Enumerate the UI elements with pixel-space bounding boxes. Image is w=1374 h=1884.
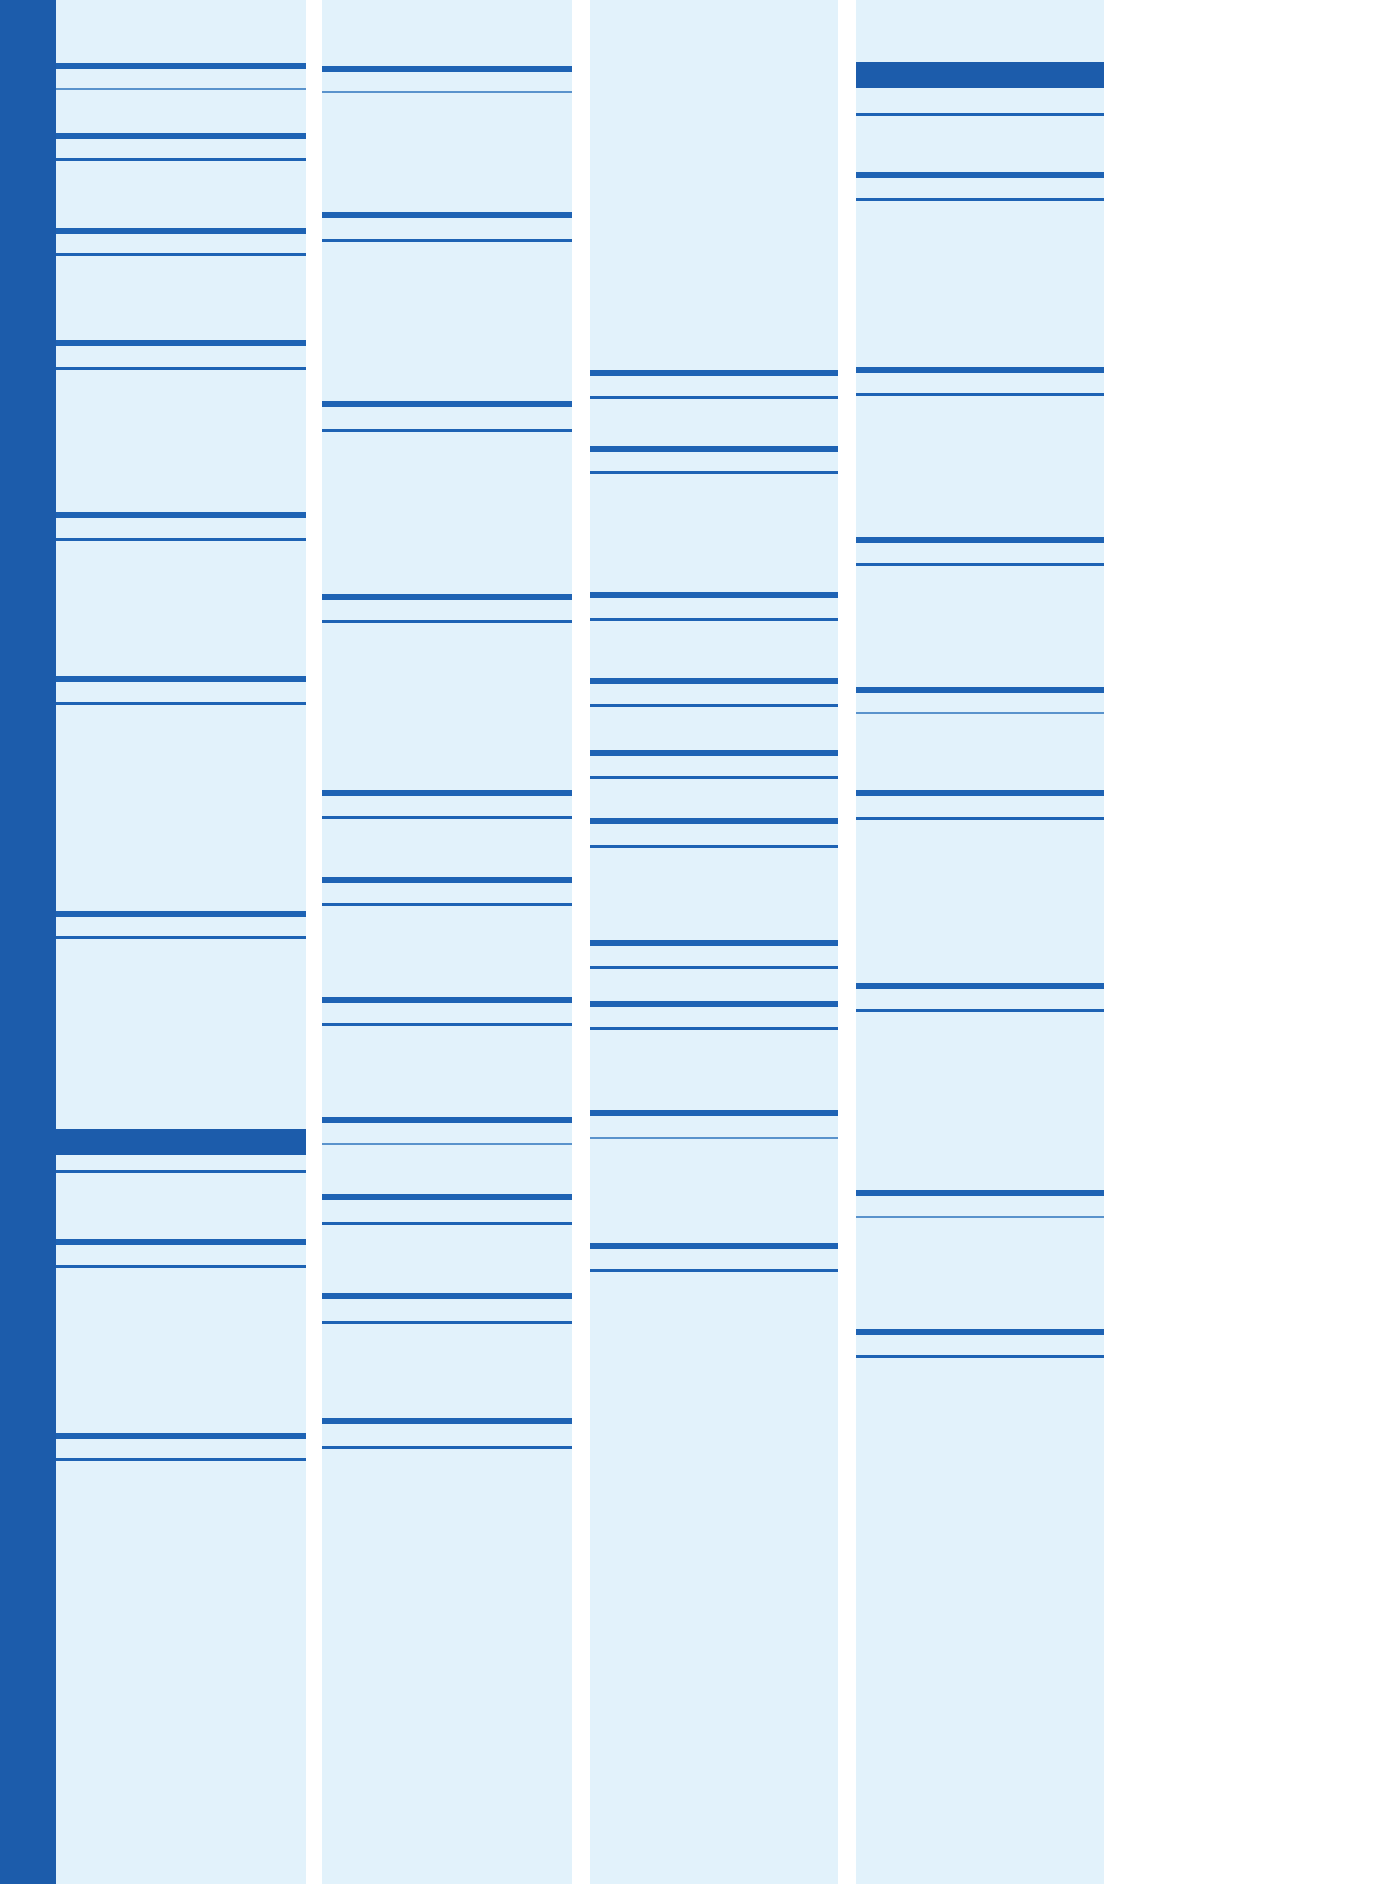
entry-divider: [856, 172, 1104, 178]
entry-divider: [322, 1321, 572, 1324]
entry-divider: [856, 393, 1104, 396]
entry-divider: [56, 676, 306, 682]
entry-divider: [322, 903, 572, 906]
entry-divider: [56, 133, 306, 139]
entry-divider: [590, 678, 838, 684]
entry-divider: [56, 367, 306, 370]
entry-divider: [322, 1418, 572, 1424]
entry-divider: [856, 983, 1104, 989]
entry-divider: [856, 1216, 1104, 1218]
column-3: [590, 0, 838, 1884]
left-accent-bar: [0, 0, 56, 1884]
entry-divider: [856, 563, 1104, 566]
section-heading-bar: [856, 62, 1104, 88]
entry-divider: [322, 997, 572, 1003]
entry-divider: [856, 537, 1104, 543]
entry-divider: [322, 594, 572, 600]
entry-divider: [56, 538, 306, 541]
entry-divider: [56, 1458, 306, 1461]
entry-divider: [590, 1269, 838, 1272]
entry-divider: [856, 1009, 1104, 1012]
entry-divider: [590, 396, 838, 399]
entry-divider: [322, 1293, 572, 1299]
entry-divider: [856, 367, 1104, 373]
section-heading-bar: [56, 1129, 306, 1155]
entry-divider: [56, 158, 306, 161]
entry-divider: [590, 1137, 838, 1139]
entry-divider: [590, 818, 838, 824]
entry-divider: [590, 966, 838, 969]
entry-divider: [322, 66, 572, 72]
entry-divider: [322, 877, 572, 883]
entry-divider: [56, 63, 306, 69]
entry-divider: [590, 704, 838, 707]
entry-divider: [856, 687, 1104, 693]
entry-divider: [56, 702, 306, 705]
column-2: [322, 0, 572, 1884]
entry-divider: [56, 340, 306, 346]
entry-divider: [56, 1170, 306, 1173]
entry-divider: [856, 1355, 1104, 1358]
entry-divider: [856, 1190, 1104, 1196]
entry-divider: [590, 1110, 838, 1116]
entry-divider: [322, 429, 572, 432]
entry-divider: [590, 446, 838, 452]
entry-divider: [56, 1239, 306, 1245]
entry-divider: [590, 845, 838, 848]
entry-divider: [322, 1194, 572, 1200]
entry-divider: [856, 790, 1104, 796]
entry-divider: [56, 911, 306, 917]
entry-divider: [590, 618, 838, 621]
entry-divider: [590, 1027, 838, 1030]
entry-divider: [590, 370, 838, 376]
entry-divider: [590, 1243, 838, 1249]
entry-divider: [56, 1433, 306, 1439]
entry-divider: [322, 1222, 572, 1225]
entry-divider: [322, 401, 572, 407]
column-1: [56, 0, 306, 1884]
entry-divider: [56, 88, 306, 90]
entry-divider: [856, 198, 1104, 201]
entry-divider: [322, 1023, 572, 1026]
entry-divider: [856, 712, 1104, 714]
entry-divider: [856, 113, 1104, 116]
entry-divider: [322, 239, 572, 242]
entry-divider: [56, 253, 306, 256]
entry-divider: [322, 790, 572, 796]
entry-divider: [322, 1117, 572, 1123]
entry-divider: [590, 1001, 838, 1007]
entry-divider: [590, 940, 838, 946]
column-4: [856, 0, 1104, 1884]
entry-divider: [56, 1265, 306, 1268]
entry-divider: [856, 817, 1104, 820]
entry-divider: [322, 1446, 572, 1449]
entry-divider: [322, 91, 572, 93]
entry-divider: [322, 1143, 572, 1145]
entry-divider: [590, 776, 838, 779]
entry-divider: [322, 816, 572, 819]
entry-divider: [322, 620, 572, 623]
entry-divider: [856, 1329, 1104, 1335]
entry-divider: [322, 212, 572, 218]
entry-divider: [56, 936, 306, 939]
entry-divider: [56, 228, 306, 234]
entry-divider: [56, 512, 306, 518]
entry-divider: [590, 592, 838, 598]
entry-divider: [590, 471, 838, 474]
entry-divider: [590, 750, 838, 756]
